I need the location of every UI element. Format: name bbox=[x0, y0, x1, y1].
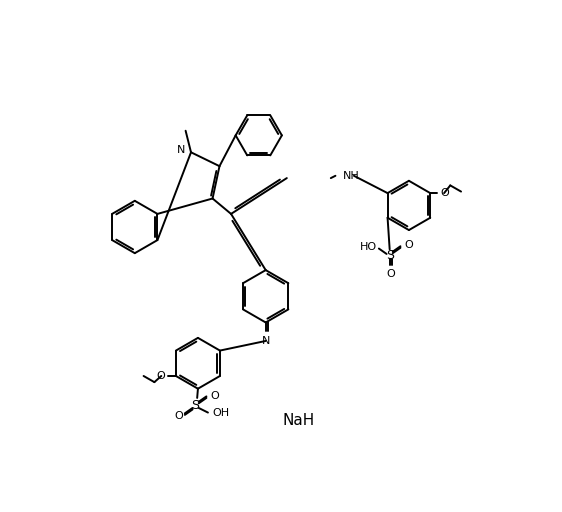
Text: S: S bbox=[386, 249, 393, 262]
Text: S: S bbox=[192, 399, 200, 412]
Text: NaH: NaH bbox=[283, 413, 315, 428]
Text: N: N bbox=[177, 145, 185, 155]
Text: O: O bbox=[386, 269, 395, 280]
Text: OH: OH bbox=[212, 409, 230, 418]
Text: HO: HO bbox=[360, 242, 377, 252]
Text: O: O bbox=[210, 391, 219, 400]
Text: NH: NH bbox=[343, 171, 360, 181]
Text: O: O bbox=[404, 241, 413, 250]
Text: N: N bbox=[261, 335, 270, 346]
Text: O: O bbox=[175, 411, 183, 421]
Text: O: O bbox=[156, 371, 165, 381]
Text: O: O bbox=[440, 188, 449, 198]
